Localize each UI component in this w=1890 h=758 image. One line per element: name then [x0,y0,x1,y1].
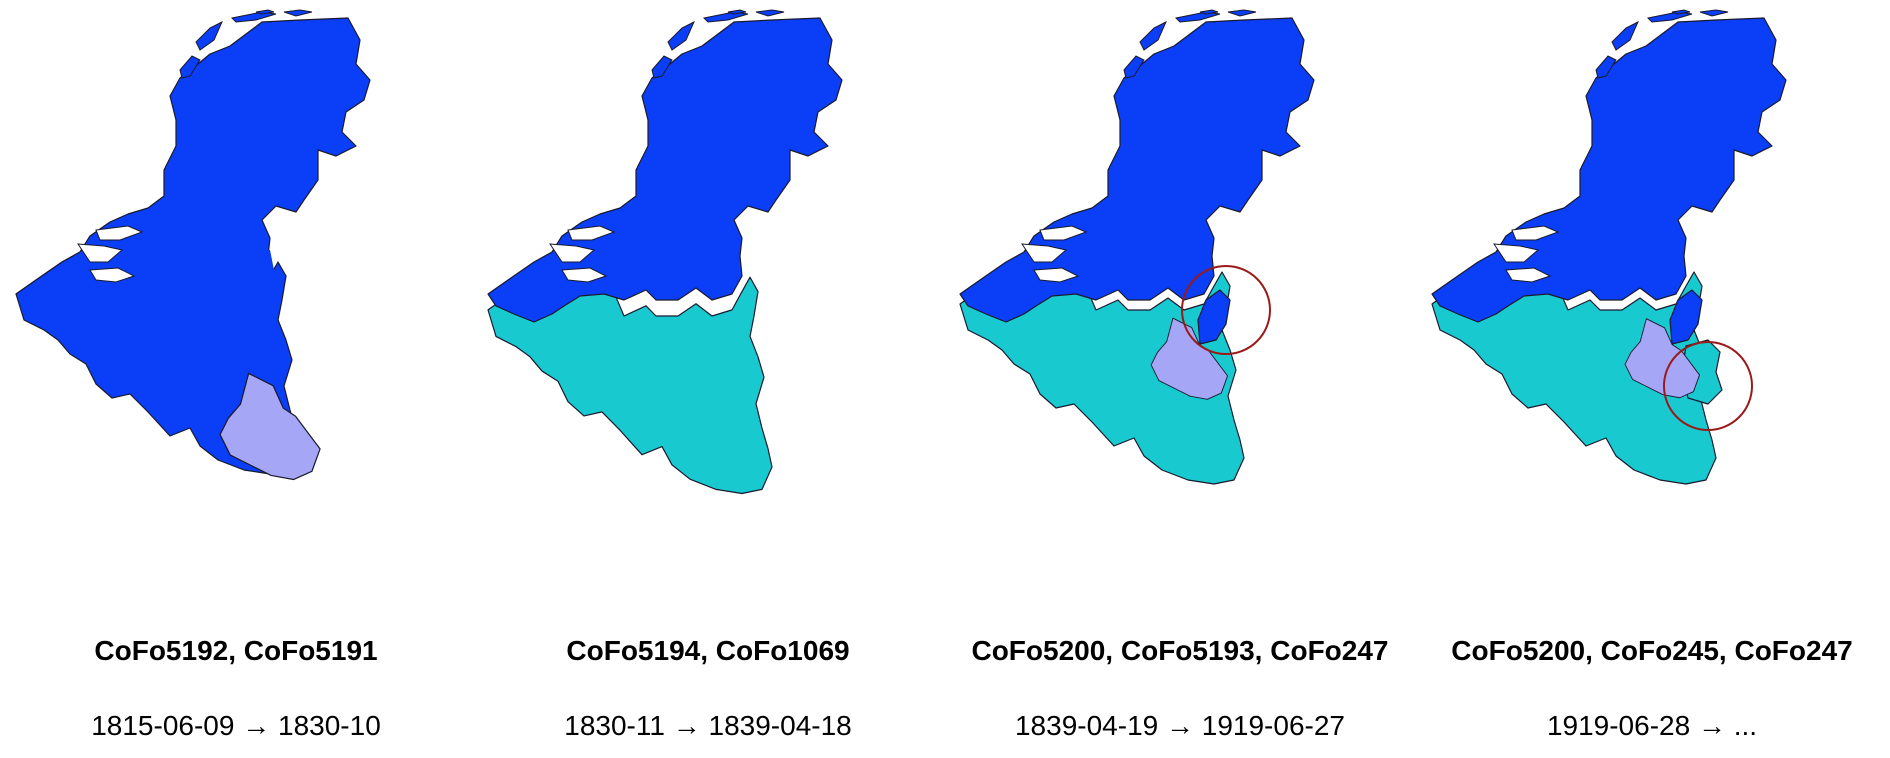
panel-dates: 1839-04-19 → 1919-06-27 [1014,710,1345,741]
map-panel-4: CoFo5200, CoFo245, CoFo247 1919-06-28 → … [1416,0,1888,758]
panel-dates: 1815-06-09 → 1830-10 [91,710,381,741]
map-1839-1919 [959,9,1315,485]
map-1919-present [1431,9,1787,485]
panel-codes: CoFo5194, CoFo1069 [566,635,850,666]
highlight-circle [1663,341,1753,431]
panel-codes: CoFo5200, CoFo5193, CoFo247 [971,635,1389,666]
map-1815-1830 [15,9,371,481]
map-panel-1: CoFo5192, CoFo5191 1815-06-09 → 1830-10 [0,0,472,758]
limburg-region [1197,289,1231,345]
map-panel-2: CoFo5194, CoFo1069 1830-11 → 1839-04-18 [472,0,944,758]
limburg-region [1669,289,1703,345]
map-1830-1839 [487,9,843,495]
panel-codes: CoFo5200, CoFo245, CoFo247 [1451,635,1853,666]
panel-dates: 1830-11 → 1839-04-18 [564,710,852,741]
panel-dates: 1919-06-28 → ... [1546,710,1758,741]
highlight-circle [1181,265,1271,355]
netherlands-region [15,17,371,475]
map-panel-3: CoFo5200, CoFo5193, CoFo247 1839-04-19 →… [944,0,1416,758]
panel-codes: CoFo5192, CoFo5191 [94,635,378,666]
